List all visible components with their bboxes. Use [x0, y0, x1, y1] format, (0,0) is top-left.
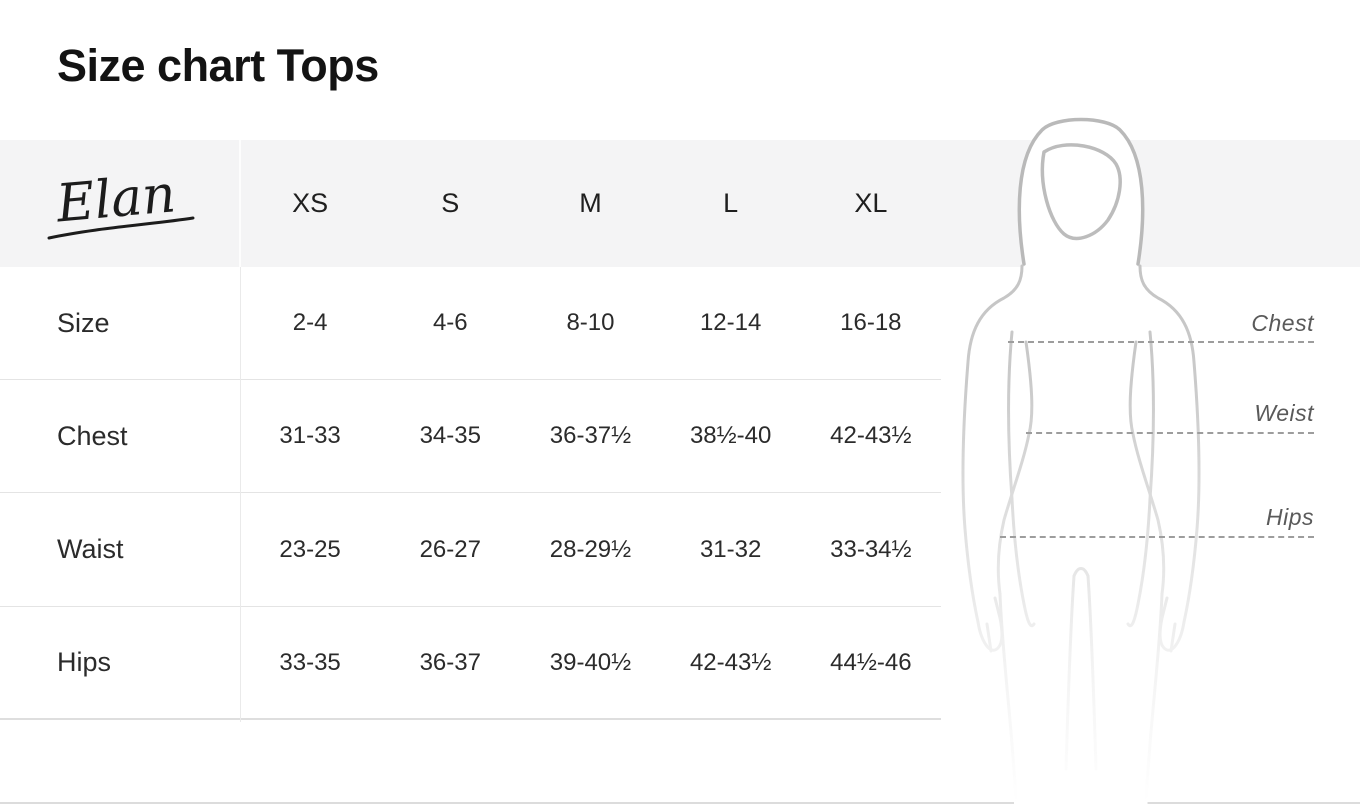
row-label-size: Size — [57, 307, 110, 338]
waist-measure-line — [1026, 432, 1314, 434]
logo-text: Elan — [53, 164, 178, 234]
figure-right-inner-arm — [1126, 330, 1155, 628]
size-header-xs: XS — [292, 188, 329, 218]
table-row-chest: Chest 31-33 34-35 36-37½ 38½-40 42-43½ — [0, 380, 941, 493]
figure-fill — [962, 119, 1200, 804]
table-row-waist: Waist 23-25 26-27 28-29½ 31-32 33-34½ — [0, 493, 941, 607]
waist-m: 28-29½ — [549, 535, 632, 563]
size-xs: 2-4 — [292, 309, 328, 336]
hips-measure-line — [1000, 536, 1314, 538]
chest-measure-line — [1008, 341, 1314, 343]
figure-right-leg-outer — [1144, 592, 1164, 804]
size-header-xl: XL — [854, 188, 888, 218]
figure-left-arm-outline — [961, 264, 1024, 652]
figure-right-leg-inner — [1086, 574, 1098, 771]
waist-s: 26-27 — [419, 535, 481, 563]
chest-xl: 42-43½ — [830, 422, 912, 449]
page-title: Size chart Tops — [57, 40, 379, 91]
figure-torso-right — [1128, 340, 1166, 596]
size-header-s: S — [441, 188, 460, 218]
figure-left-inner-arm — [1007, 330, 1036, 628]
chest-m: 36-37½ — [549, 422, 632, 449]
hips-xs: 33-35 — [279, 648, 341, 676]
figure-hair-outline — [1017, 117, 1145, 266]
size-m: 8-10 — [566, 309, 615, 336]
chest-s: 34-35 — [419, 422, 481, 449]
figure-crotch — [1072, 567, 1090, 578]
hips-l: 42-43½ — [689, 648, 772, 676]
figure-left-hand-finger — [985, 622, 993, 653]
hips-m: 39-40½ — [549, 648, 632, 676]
waist-l: 31-32 — [699, 535, 762, 563]
table-row-hips: Hips 33-35 36-37 39-40½ 42-43½ 44½-46 — [0, 607, 941, 720]
chest-l: 38½-40 — [689, 422, 772, 449]
size-header-m: M — [579, 188, 602, 218]
row-label-waist: Waist — [57, 534, 124, 564]
figure-torso-left — [996, 340, 1034, 596]
waist-xs: 23-25 — [279, 535, 341, 563]
size-header-l: L — [723, 188, 739, 218]
chest-xs: 31-33 — [279, 422, 341, 449]
size-xl: 16-18 — [840, 309, 902, 336]
hips-xl: 44½-46 — [830, 648, 912, 676]
size-s: 4-6 — [432, 309, 468, 336]
waist-measure-label: Weist — [1254, 400, 1314, 426]
figure-right-hand-finger — [1169, 622, 1177, 653]
row-label-chest: Chest — [57, 420, 128, 451]
figure-left-leg-outer — [998, 592, 1018, 804]
size-chart-table: Elan XS S M L XL Size 2-4 4-6 8-10 12-14… — [0, 140, 941, 720]
figure-face-outline — [1040, 143, 1122, 241]
hips-s: 36-37 — [419, 648, 481, 676]
brand-logo: Elan — [0, 140, 240, 267]
elan-signature-logo: Elan — [47, 164, 195, 239]
table-header-row: Elan XS S M L XL — [0, 140, 941, 267]
chest-measure-label: Chest — [1251, 310, 1314, 336]
table-row-size: Size 2-4 4-6 8-10 12-14 16-18 — [0, 267, 941, 380]
column-divider-band-segment — [239, 140, 241, 267]
waist-xl: 33-34½ — [830, 535, 912, 563]
hips-measure-label: Hips — [1265, 504, 1314, 530]
figure-left-leg-inner — [1064, 574, 1076, 771]
female-figure-illustration — [961, 117, 1201, 804]
column-divider-body-segment — [239, 267, 241, 722]
figure-right-arm-outline — [1138, 264, 1201, 652]
size-l: 12-14 — [699, 309, 762, 336]
row-label-hips: Hips — [57, 647, 112, 677]
